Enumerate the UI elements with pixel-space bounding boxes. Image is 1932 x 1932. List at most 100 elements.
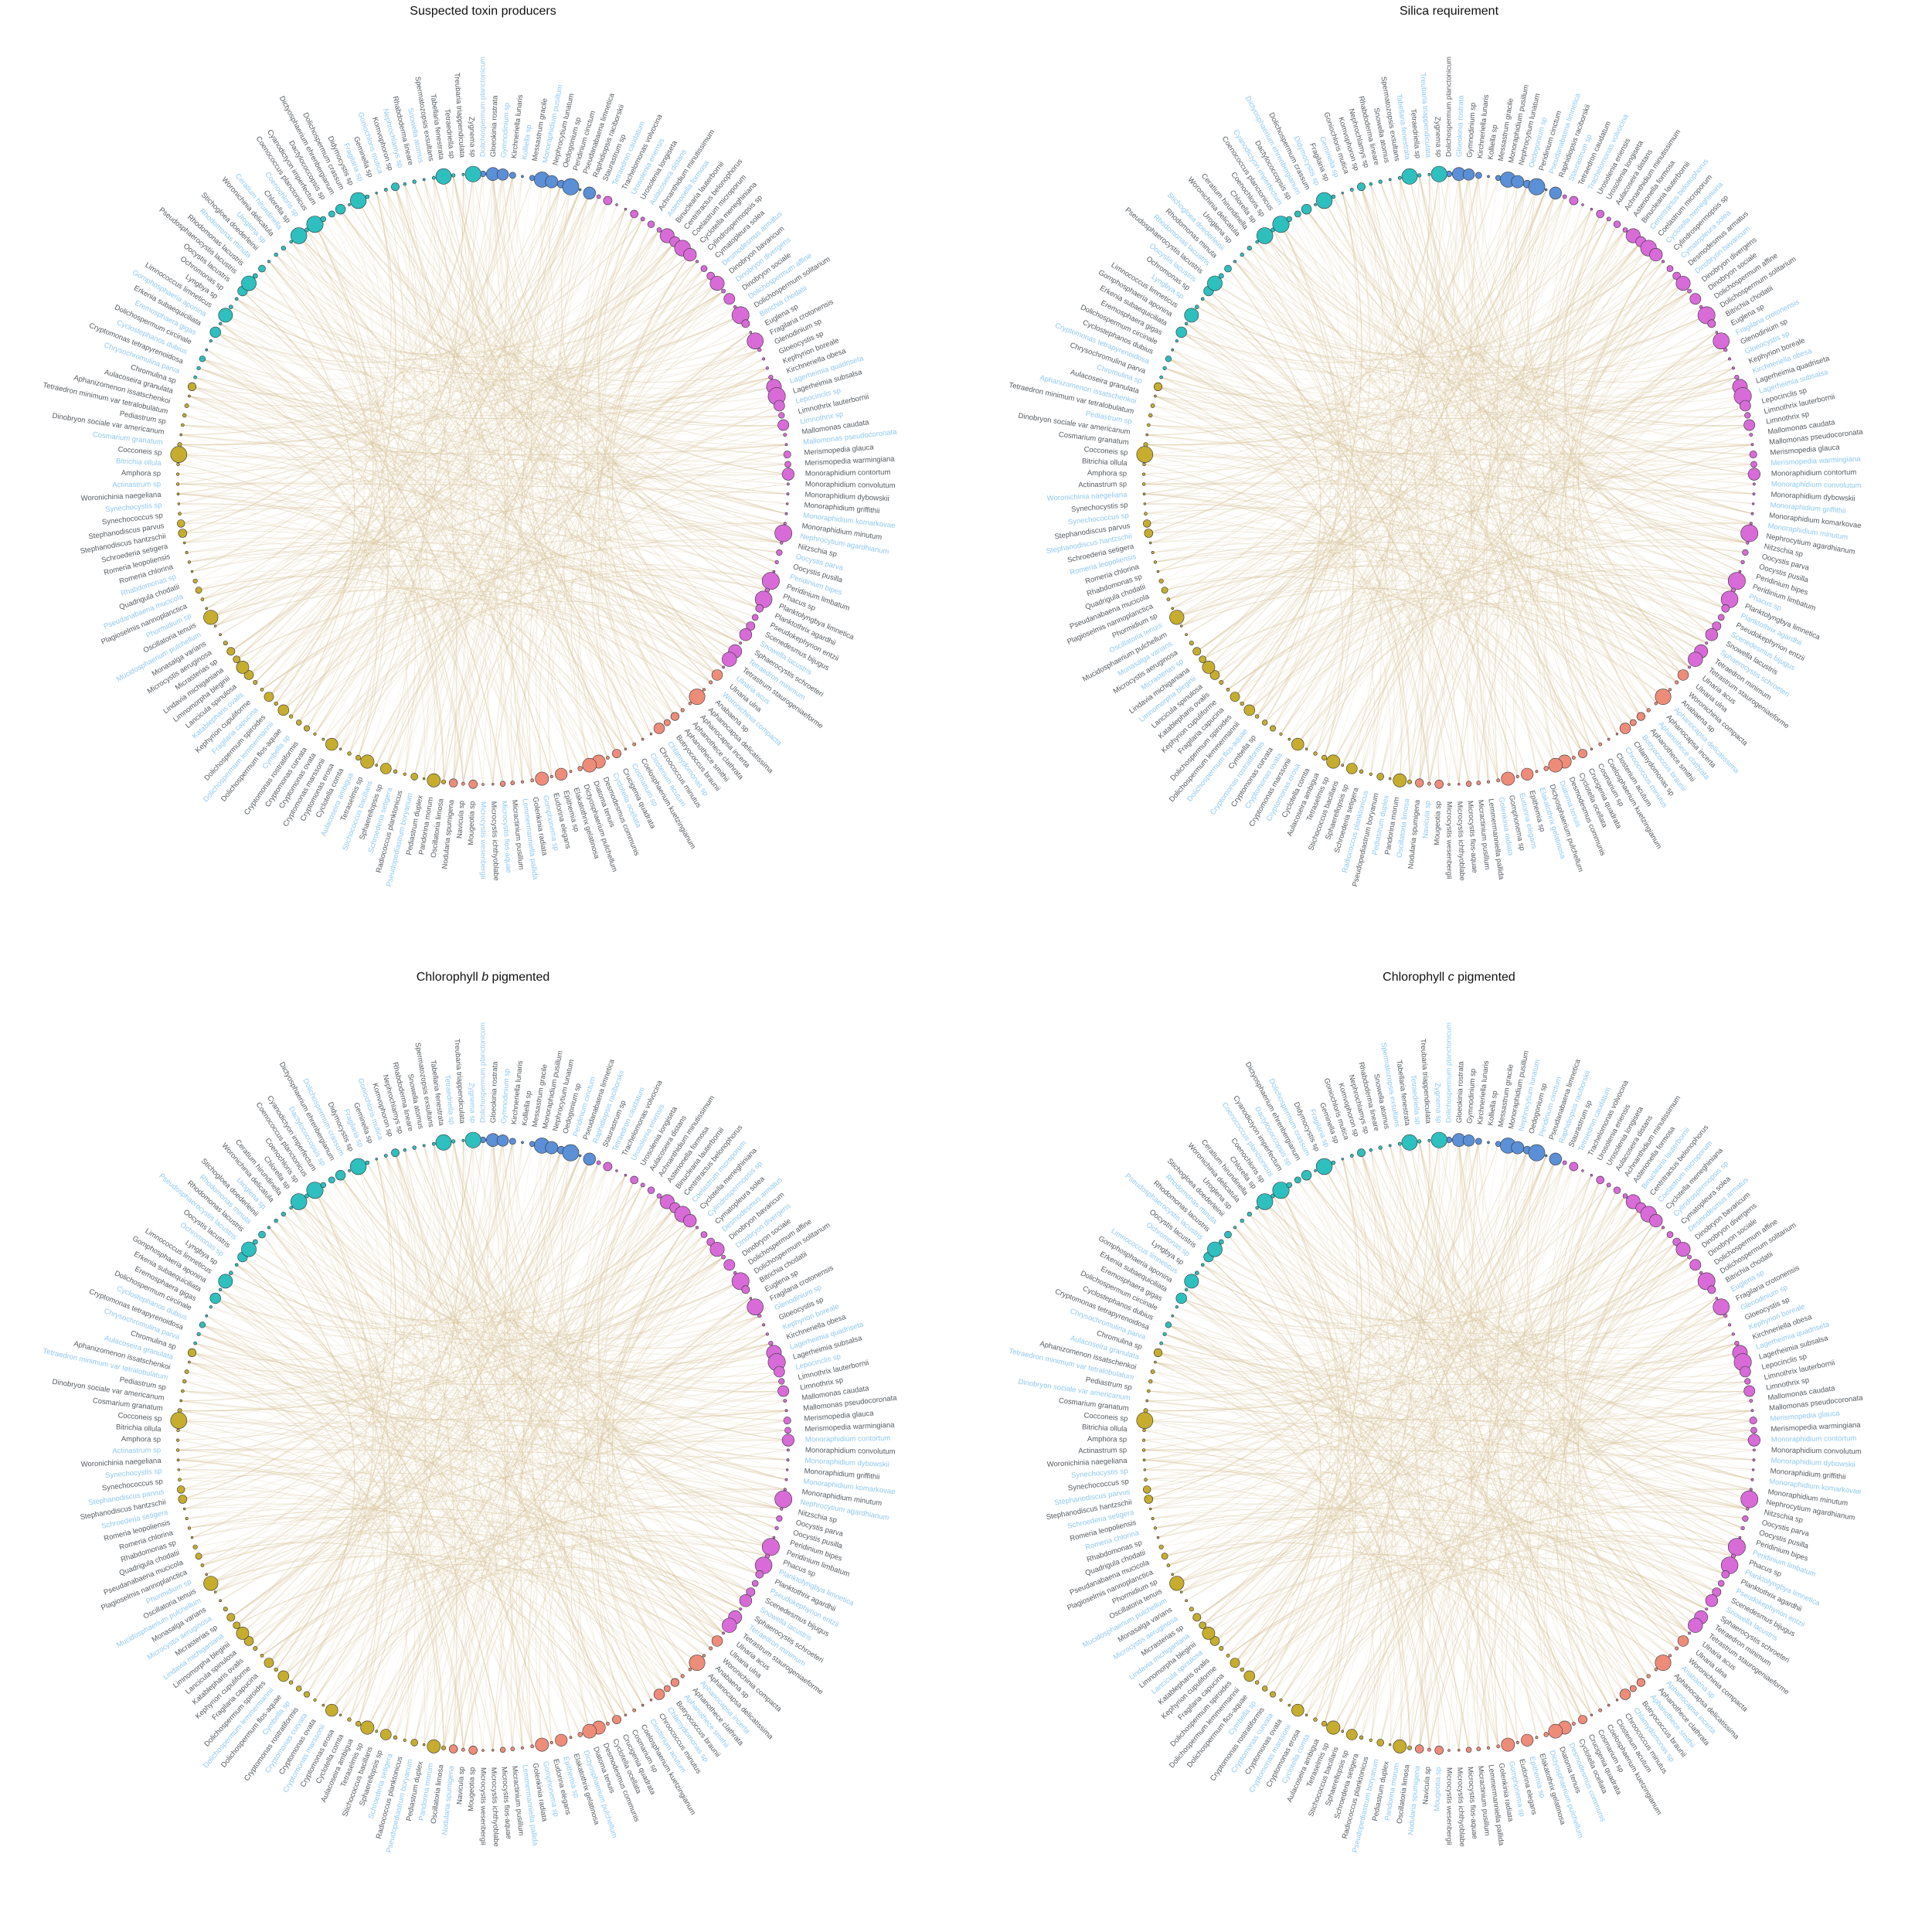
edge [215,254,691,369]
edge [1512,1155,1556,1732]
edge [1172,1430,1754,1575]
taxon-node [1243,1670,1256,1682]
edge [178,1459,668,1689]
edge [1144,359,1730,474]
edge [1242,607,1690,704]
taxon-node [1687,288,1692,294]
taxon-node [277,704,290,716]
edge [298,1201,784,1500]
edge [590,268,705,750]
taxon-node [1326,1720,1341,1735]
taxon-node [1688,1617,1703,1633]
edge [1428,219,1610,784]
edge [1168,1410,1753,1566]
edge [1409,176,1641,717]
edge [1161,1342,1740,1386]
edge [1144,1315,1726,1440]
taxon-node [1209,670,1220,680]
edge [225,1281,782,1389]
taxon-node [1171,1314,1175,1318]
edge [1145,1469,1519,1743]
edge [1164,1333,1737,1379]
edge [242,241,675,668]
edge [178,1430,494,1750]
edge [1208,291,1470,784]
edge [349,1241,711,1720]
taxon-node [1727,572,1746,590]
edge [268,1166,386,1663]
edge [1249,614,1678,711]
edge [298,1488,785,1689]
edge [367,577,767,762]
edge [268,261,751,627]
edge [331,1390,784,1711]
taxon-node [749,331,752,334]
taxon-node [348,203,351,206]
edge [1144,209,1592,485]
taxon-node [1750,443,1754,447]
edge [215,332,626,750]
taxon-node [218,321,223,325]
edge [242,1257,474,1750]
edge [323,1158,590,1706]
taxon-node [193,1341,197,1345]
edge [1145,291,1690,514]
edge [1172,1315,1556,1732]
taxon-node [530,1744,535,1749]
edge [306,230,724,668]
edge [1164,367,1754,495]
edge [189,1145,425,1529]
taxon-node [193,375,197,379]
taxon-node [375,1730,379,1733]
taxon-node [606,1722,610,1726]
edge [1161,376,1684,675]
taxon-node [1727,1538,1746,1556]
edge [248,1488,785,1641]
edge [1208,1241,1678,1324]
edge [1152,1371,1430,1750]
taxon-node [683,248,697,262]
edge [577,1333,768,1732]
taxon-node [1369,772,1372,776]
edge [242,1257,504,1750]
taxon-node [209,326,221,338]
edge [1297,474,1754,745]
edge [1458,174,1753,505]
taxon-node [185,1516,189,1520]
edge [1515,1333,1734,1743]
edge [261,1144,436,1656]
taxon-node [583,1152,596,1166]
edge [1185,1289,1410,1748]
edge [202,358,724,668]
taxon-node [1287,1703,1291,1707]
edge [268,261,533,781]
edge [1196,1273,1592,1716]
edge [210,1420,787,1584]
edge [1409,213,1601,782]
taxon-label: Amphora sp [121,1435,161,1444]
edge [1234,174,1460,698]
edge [189,1362,444,1748]
edge [1168,1325,1634,1689]
edge [580,1170,675,1683]
edge [236,1564,711,1649]
edge [1488,275,1678,782]
edge [547,1257,724,1743]
edge [1458,1315,1726,1750]
taxon-node [182,1379,187,1384]
edge [179,513,533,781]
taxon-node [783,1417,791,1425]
edge [376,1158,456,1750]
edge [358,1166,771,1548]
edge [1176,580,1684,675]
edge [236,591,730,660]
edge [192,386,771,582]
taxon-node [1675,1242,1691,1257]
taxon-node [1169,610,1185,625]
taxon-node [1165,1321,1172,1328]
edge [423,1145,777,1529]
edge [298,522,785,723]
edge [230,1234,705,1618]
edge [298,1201,782,1385]
edge [482,1139,543,1745]
